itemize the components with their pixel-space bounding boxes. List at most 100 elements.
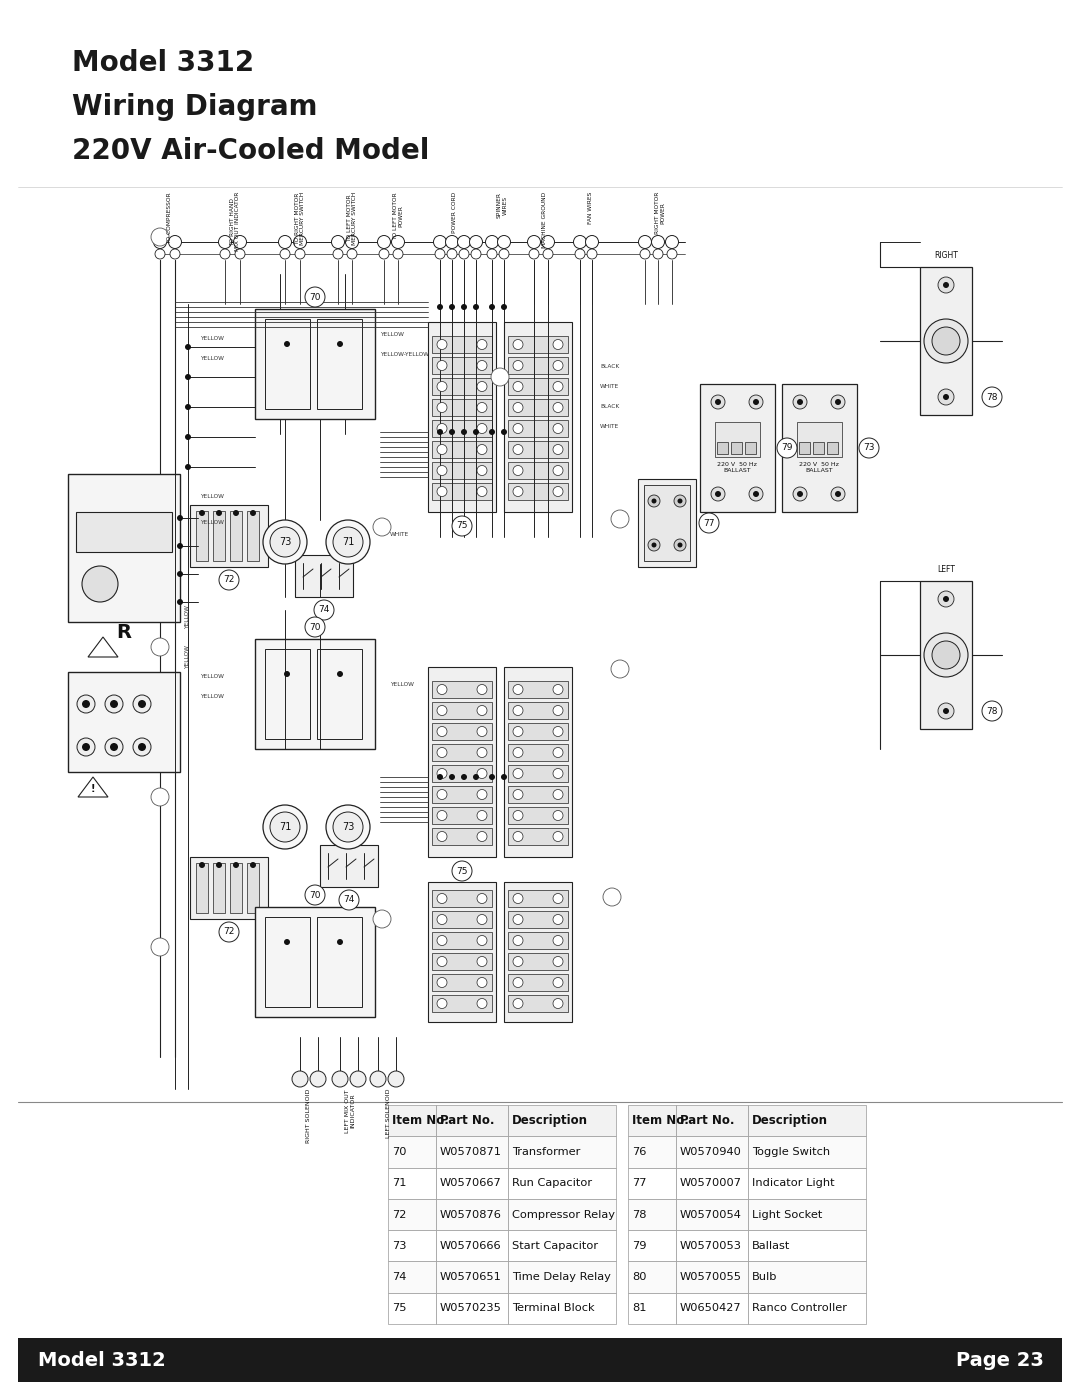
Circle shape bbox=[437, 402, 447, 412]
Circle shape bbox=[105, 694, 123, 712]
Circle shape bbox=[924, 319, 968, 363]
Text: Start Capacitor: Start Capacitor bbox=[512, 1241, 598, 1250]
Text: W0570871: W0570871 bbox=[440, 1147, 502, 1157]
Circle shape bbox=[447, 249, 457, 258]
Circle shape bbox=[449, 429, 455, 434]
Circle shape bbox=[249, 862, 256, 868]
Bar bbox=[432, 441, 492, 458]
Bar bbox=[230, 863, 242, 914]
Text: Model 3312: Model 3312 bbox=[72, 49, 254, 77]
Circle shape bbox=[437, 486, 447, 496]
Circle shape bbox=[651, 542, 657, 548]
Circle shape bbox=[588, 249, 597, 258]
Bar bbox=[508, 703, 568, 719]
Circle shape bbox=[453, 515, 472, 536]
Text: Compressor Relay: Compressor Relay bbox=[512, 1210, 615, 1220]
Text: Ranco Controller: Ranco Controller bbox=[752, 1303, 847, 1313]
Circle shape bbox=[513, 465, 523, 475]
Text: RIGHT: RIGHT bbox=[934, 250, 958, 260]
Circle shape bbox=[270, 812, 300, 842]
Bar bbox=[508, 1292, 616, 1324]
Text: TO LEFT MOTOR
MERCURY SWITCH: TO LEFT MOTOR MERCURY SWITCH bbox=[347, 191, 357, 246]
Bar bbox=[782, 384, 858, 511]
Circle shape bbox=[151, 788, 168, 806]
Circle shape bbox=[280, 249, 291, 258]
Circle shape bbox=[471, 249, 481, 258]
Text: 220V Air-Cooled Model: 220V Air-Cooled Model bbox=[72, 137, 430, 165]
Bar bbox=[748, 1136, 866, 1168]
Bar bbox=[388, 1168, 436, 1199]
Text: W0570235: W0570235 bbox=[440, 1303, 502, 1313]
Bar bbox=[432, 953, 492, 970]
Circle shape bbox=[437, 774, 443, 780]
Text: YELLOW: YELLOW bbox=[200, 675, 224, 679]
Circle shape bbox=[677, 542, 683, 548]
Circle shape bbox=[541, 236, 554, 249]
Circle shape bbox=[553, 957, 563, 967]
Bar bbox=[748, 1199, 866, 1231]
Bar bbox=[508, 680, 568, 698]
Bar bbox=[432, 974, 492, 990]
Circle shape bbox=[513, 747, 523, 757]
Text: Indicator Light: Indicator Light bbox=[752, 1178, 835, 1189]
Text: 72: 72 bbox=[224, 576, 234, 584]
Circle shape bbox=[651, 499, 657, 503]
Bar bbox=[436, 1136, 508, 1168]
Text: TO RIGHT MOTOR
MERCURY SWITCH: TO RIGHT MOTOR MERCURY SWITCH bbox=[295, 191, 306, 246]
Circle shape bbox=[753, 400, 759, 405]
Bar bbox=[432, 890, 492, 907]
Bar bbox=[627, 1231, 676, 1261]
Text: YELLOW: YELLOW bbox=[185, 605, 190, 629]
Text: W0650427: W0650427 bbox=[680, 1303, 742, 1313]
Bar bbox=[195, 511, 208, 562]
Circle shape bbox=[473, 429, 480, 434]
Circle shape bbox=[513, 705, 523, 715]
Bar bbox=[748, 1168, 866, 1199]
Circle shape bbox=[470, 236, 483, 249]
Circle shape bbox=[151, 228, 168, 246]
Bar bbox=[627, 1136, 676, 1168]
Bar bbox=[190, 856, 268, 919]
Bar bbox=[508, 1261, 616, 1292]
Text: YELLOW: YELLOW bbox=[390, 683, 414, 687]
Circle shape bbox=[477, 957, 487, 967]
Bar bbox=[436, 1292, 508, 1324]
Text: 72: 72 bbox=[224, 928, 234, 936]
Circle shape bbox=[437, 705, 447, 715]
Circle shape bbox=[939, 277, 954, 293]
Circle shape bbox=[332, 236, 345, 249]
Text: TO COMPRESSOR: TO COMPRESSOR bbox=[167, 191, 173, 243]
Bar bbox=[745, 441, 756, 454]
Circle shape bbox=[750, 395, 762, 409]
Text: LEFT SOLENOID: LEFT SOLENOID bbox=[386, 1090, 391, 1139]
Bar bbox=[318, 650, 362, 739]
Text: 77: 77 bbox=[632, 1178, 647, 1189]
Circle shape bbox=[711, 488, 725, 502]
Circle shape bbox=[337, 671, 343, 678]
Circle shape bbox=[487, 249, 497, 258]
Circle shape bbox=[77, 738, 95, 756]
Circle shape bbox=[603, 888, 621, 907]
Bar bbox=[676, 1292, 748, 1324]
Bar bbox=[436, 1199, 508, 1231]
Circle shape bbox=[216, 862, 222, 868]
Bar bbox=[920, 267, 972, 415]
Circle shape bbox=[437, 685, 447, 694]
Circle shape bbox=[270, 527, 300, 557]
Circle shape bbox=[665, 236, 678, 249]
Circle shape bbox=[435, 249, 445, 258]
Bar bbox=[432, 462, 492, 479]
Bar bbox=[508, 441, 568, 458]
Circle shape bbox=[477, 936, 487, 946]
Circle shape bbox=[235, 249, 245, 258]
Circle shape bbox=[943, 708, 949, 714]
Circle shape bbox=[370, 1071, 386, 1087]
Bar bbox=[265, 319, 310, 409]
Circle shape bbox=[939, 388, 954, 405]
Circle shape bbox=[553, 999, 563, 1009]
Circle shape bbox=[477, 465, 487, 475]
Circle shape bbox=[501, 305, 507, 310]
Bar bbox=[255, 309, 375, 419]
Text: Terminal Block: Terminal Block bbox=[512, 1303, 595, 1313]
Circle shape bbox=[477, 999, 487, 1009]
